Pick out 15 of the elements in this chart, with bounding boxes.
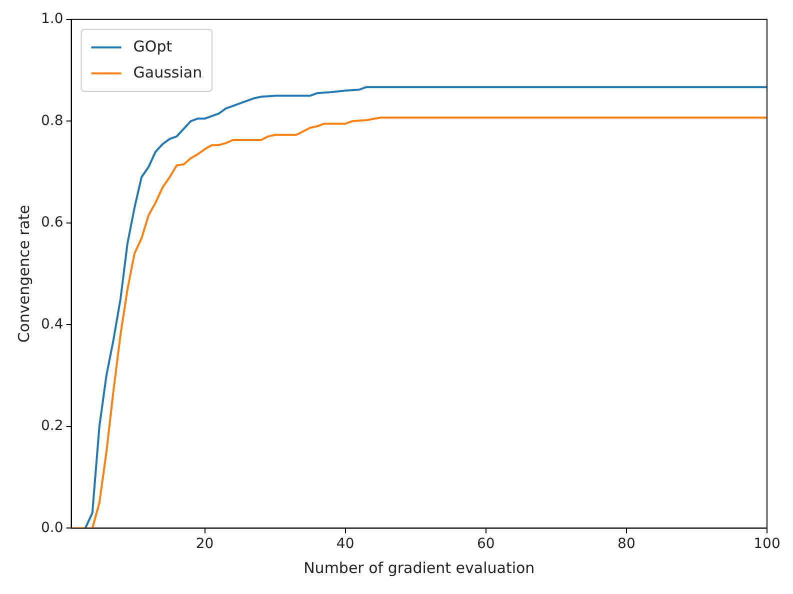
- x-tick-label: 20: [196, 536, 214, 552]
- x-tick-label: 80: [618, 536, 636, 552]
- legend-label: GOpt: [133, 37, 172, 56]
- x-tick-label: 100: [754, 536, 780, 552]
- y-tick-label: 0.8: [41, 112, 64, 129]
- y-axis-title: Convengence rate: [14, 204, 33, 343]
- y-tick-label: 0.0: [41, 520, 64, 536]
- y-tick-label: 0.4: [41, 316, 64, 332]
- x-tick-label: 40: [336, 536, 354, 552]
- x-axis-title: Number of gradient evaluation: [304, 558, 535, 577]
- y-tick-label: 0.2: [41, 418, 64, 434]
- y-tick-label: 0.6: [41, 214, 64, 231]
- legend-label: Gaussian: [133, 63, 202, 82]
- x-tick-label: 60: [476, 536, 495, 552]
- y-tick-label: 1.0: [41, 11, 64, 28]
